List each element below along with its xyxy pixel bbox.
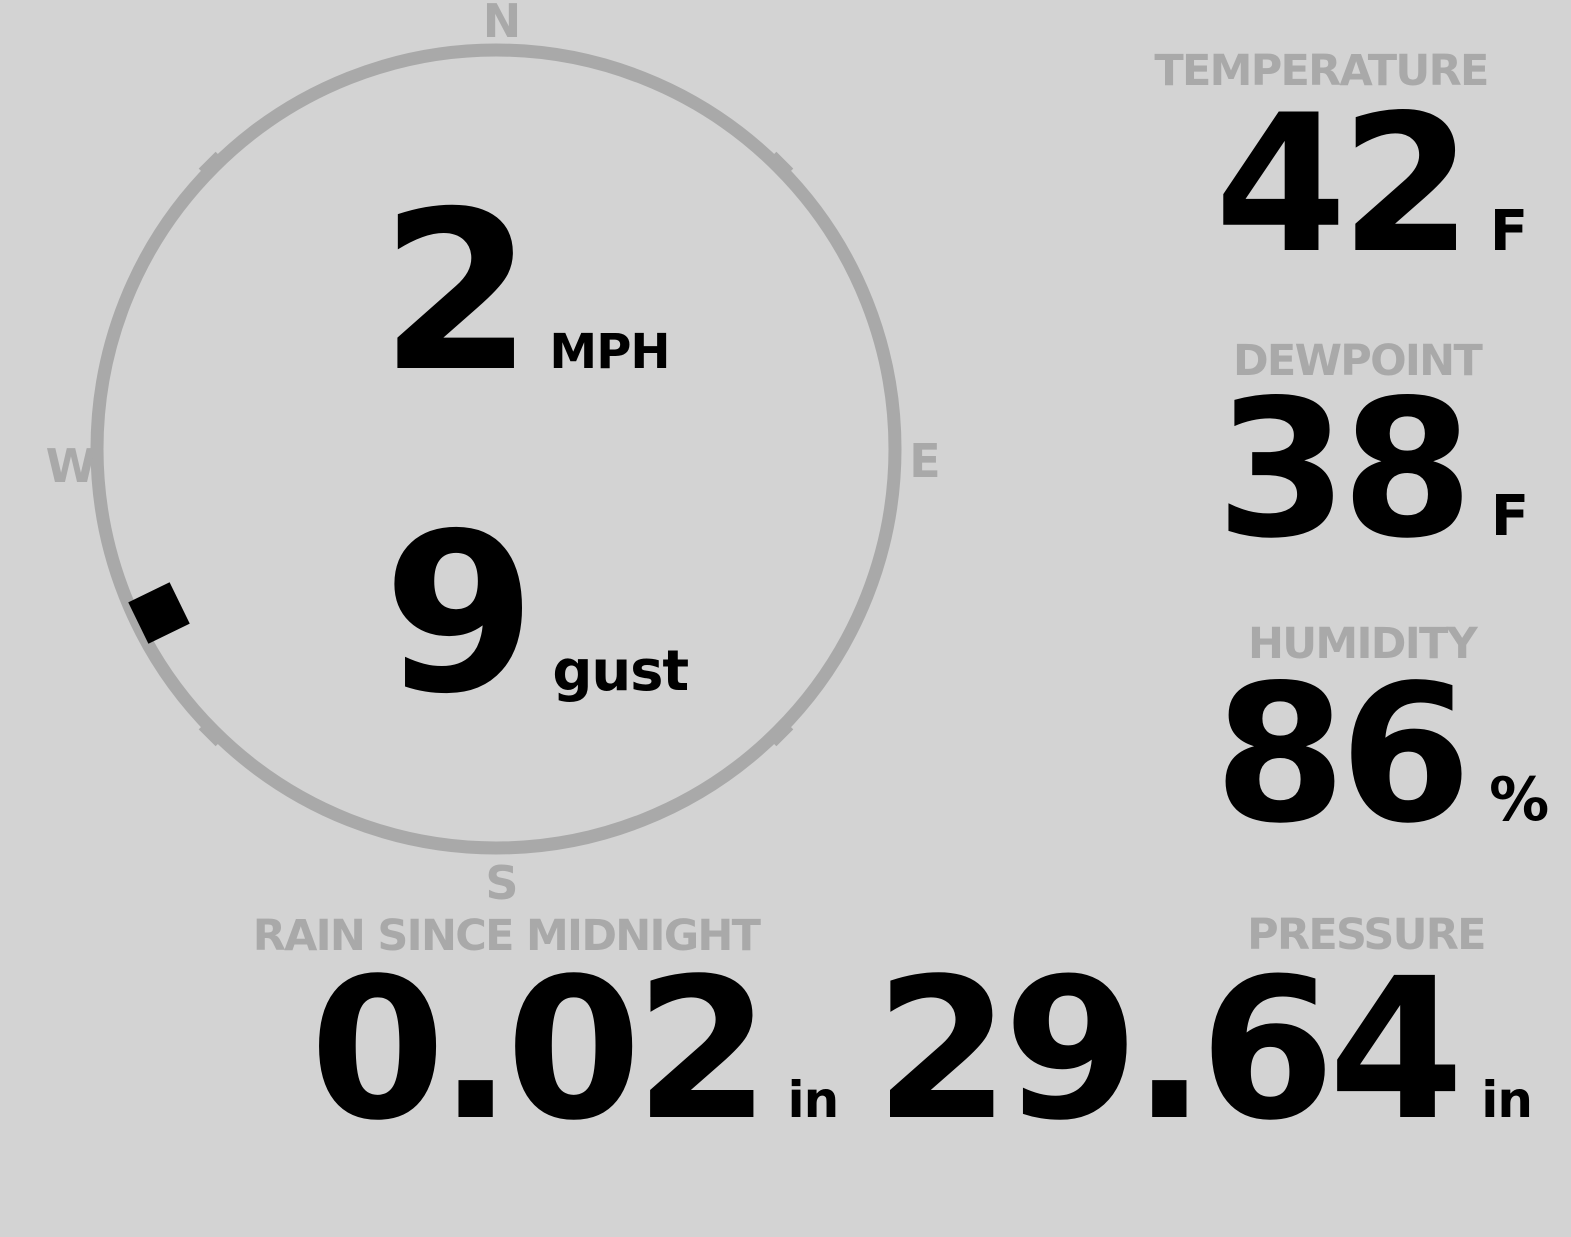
wind-gust-unit: gust	[552, 639, 689, 704]
humidity-unit: %	[1489, 765, 1549, 835]
compass-tick-sw	[198, 720, 225, 747]
compass-label-west: W	[45, 439, 97, 493]
compass-label-east: E	[909, 434, 941, 488]
pressure-unit: in	[1481, 1071, 1533, 1129]
wind-gust: 9 gust	[383, 486, 689, 742]
wind-speed-value: 2	[380, 164, 533, 420]
temperature-label: TEMPERATURE	[1154, 46, 1489, 96]
rain-since-midnight-unit: in	[787, 1071, 840, 1129]
pressure-label: PRESSURE	[1247, 910, 1486, 960]
compass-label-south: S	[485, 856, 519, 910]
pressure-value: 29.64	[874, 936, 1465, 1163]
temperature-unit: F	[1489, 199, 1528, 264]
pressure-reading: 29.64 in	[874, 936, 1533, 1163]
compass-label-north: N	[482, 0, 522, 48]
wind-gust-value: 9	[383, 486, 536, 742]
temperature-value: 42	[1214, 74, 1473, 295]
dewpoint-value: 38	[1215, 359, 1474, 580]
compass-tick-ne	[767, 151, 794, 178]
humidity-label: HUMIDITY	[1247, 619, 1478, 669]
dewpoint-label: DEWPOINT	[1232, 336, 1483, 386]
rain-since-midnight-reading: 0.02 in	[309, 936, 840, 1163]
humidity-reading: 86 %	[1213, 644, 1549, 865]
dewpoint-reading: 38 F	[1215, 359, 1529, 580]
compass-tick-nw	[198, 151, 225, 178]
compass-circle	[90, 43, 902, 855]
rain-since-midnight-label: RAIN SINCE MIDNIGHT	[252, 911, 761, 961]
temperature-reading: 42 F	[1214, 74, 1528, 295]
dewpoint-unit: F	[1490, 484, 1529, 549]
humidity-value: 86	[1213, 644, 1472, 865]
wind-speed: 2 MPH	[380, 164, 671, 420]
wind-speed-unit: MPH	[549, 324, 670, 380]
rain-since-midnight-value: 0.02	[309, 936, 771, 1163]
compass-tick-se	[767, 720, 794, 747]
